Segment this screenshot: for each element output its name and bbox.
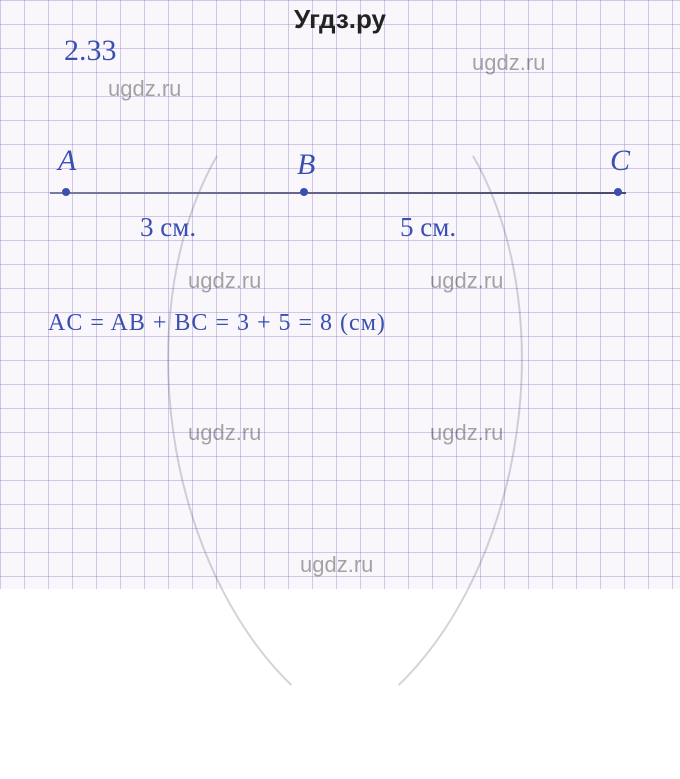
watermark-text: ugdz.ru [472,50,545,76]
point-b-label: B [297,148,315,182]
segment-line [50,192,626,194]
watermark-text: ugdz.ru [188,268,261,294]
watermark-text: ugdz.ru [430,268,503,294]
watermark-text: ugdz.ru [300,552,373,578]
length-bc: 5 см. [400,212,456,243]
page-overlay: Угдз.ру ugdz.ru ugdz.ru ugdz.ru ugdz.ru … [0,0,680,589]
length-ab: 3 см. [140,212,196,243]
watermark-text: ugdz.ru [108,76,181,102]
point-a [62,188,70,196]
watermark-text: ugdz.ru [430,420,503,446]
solution-equation: AC = AB + BC = 3 + 5 = 8 (см) [48,310,386,337]
problem-number: 2.33 [64,34,117,68]
point-c [614,188,622,196]
point-a-label: A [58,144,76,178]
point-c-label: C [610,144,630,178]
site-title-watermark: Угдз.ру [0,4,680,35]
watermark-text: ugdz.ru [188,420,261,446]
point-b [300,188,308,196]
